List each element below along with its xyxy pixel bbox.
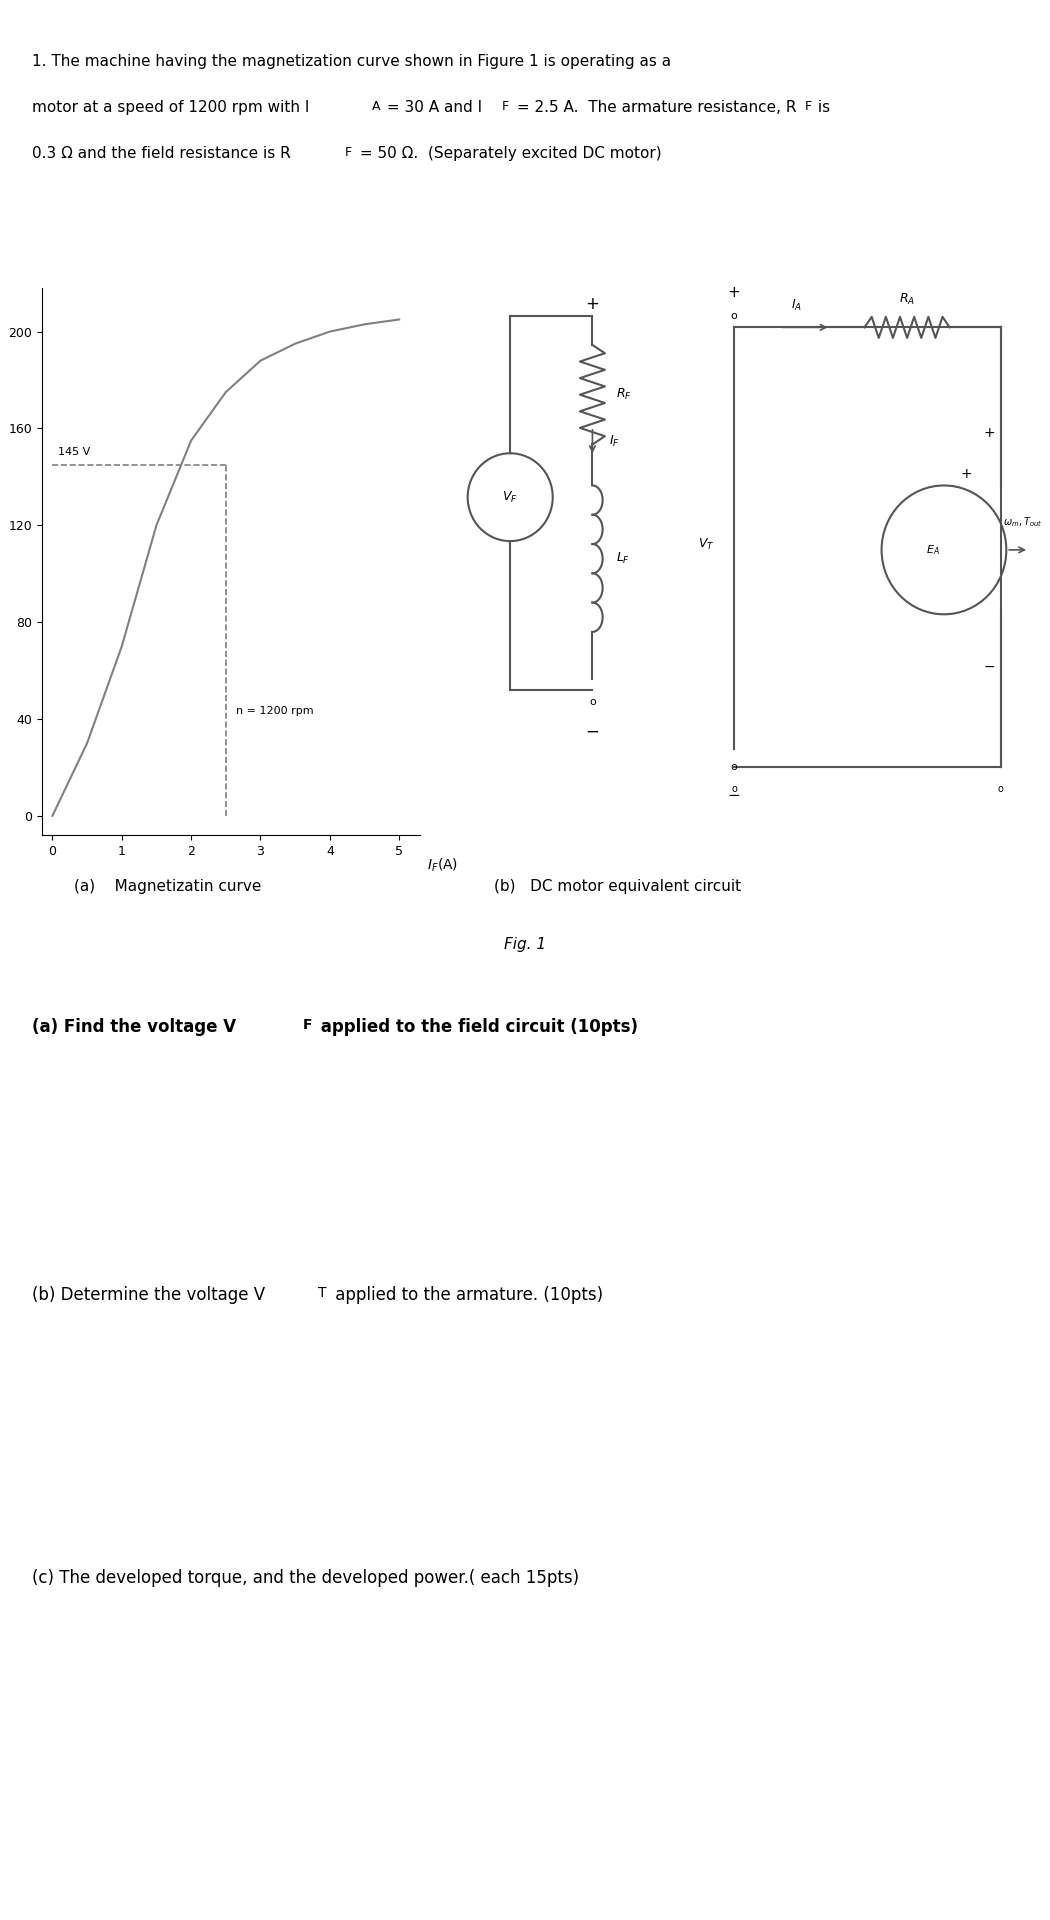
Text: n = 1200 rpm: n = 1200 rpm: [236, 707, 314, 716]
Text: 145 V: 145 V: [58, 447, 90, 457]
Text: o: o: [731, 762, 737, 772]
Text: o: o: [589, 697, 595, 707]
Text: (c) The developed torque, and the developed power.( each 15pts): (c) The developed torque, and the develo…: [32, 1569, 579, 1586]
Text: Fig. 1: Fig. 1: [504, 937, 546, 952]
Text: $I_F$: $I_F$: [609, 434, 621, 449]
Text: motor at a speed of 1200 rpm with I: motor at a speed of 1200 rpm with I: [32, 100, 309, 115]
Text: 1. The machine having the magnetization curve shown in Figure 1 is operating as : 1. The machine having the magnetization …: [32, 54, 671, 69]
Text: $I_A$: $I_A$: [791, 298, 802, 313]
Text: (b)   DC motor equivalent circuit: (b) DC motor equivalent circuit: [494, 879, 740, 895]
Text: −: −: [984, 660, 995, 674]
Text: +: +: [984, 426, 995, 440]
Text: (a) Find the voltage V: (a) Find the voltage V: [32, 1018, 235, 1035]
Text: (a)    Magnetizatin curve: (a) Magnetizatin curve: [74, 879, 260, 895]
Text: +: +: [961, 467, 972, 480]
Text: o: o: [731, 311, 737, 321]
Text: applied to the armature. (10pts): applied to the armature. (10pts): [330, 1286, 603, 1304]
Text: −: −: [586, 722, 600, 741]
Text: $V_T$: $V_T$: [697, 536, 714, 551]
Text: = 2.5 A.  The armature resistance, R: = 2.5 A. The armature resistance, R: [512, 100, 797, 115]
Text: A: A: [372, 100, 380, 113]
Text: $R_A$: $R_A$: [899, 292, 916, 307]
Text: o: o: [998, 783, 1004, 795]
Text: $L_F$: $L_F$: [616, 551, 630, 566]
Text: F: F: [804, 100, 812, 113]
Text: = 30 A and I: = 30 A and I: [382, 100, 482, 115]
Text: $E_A$: $E_A$: [926, 543, 940, 557]
Text: = 50 Ω.  (Separately excited DC motor): = 50 Ω. (Separately excited DC motor): [355, 146, 662, 161]
Text: F: F: [344, 146, 352, 159]
Text: +: +: [728, 284, 740, 300]
Text: $\omega_m, T_{out}$: $\omega_m, T_{out}$: [1004, 516, 1043, 530]
Text: F: F: [502, 100, 509, 113]
Text: 0.3 Ω and the field resistance is R: 0.3 Ω and the field resistance is R: [32, 146, 290, 161]
X-axis label: $I_F$(A): $I_F$(A): [427, 856, 458, 874]
Text: +: +: [586, 296, 600, 313]
Text: is: is: [813, 100, 830, 115]
Text: o: o: [731, 783, 737, 795]
Text: applied to the field circuit (10pts): applied to the field circuit (10pts): [315, 1018, 638, 1035]
Text: −: −: [728, 789, 740, 803]
Text: F: F: [302, 1018, 312, 1031]
Text: $V_F$: $V_F$: [502, 490, 518, 505]
Text: T: T: [318, 1286, 327, 1300]
Text: $R_F$: $R_F$: [616, 388, 632, 403]
Text: (b) Determine the voltage V: (b) Determine the voltage V: [32, 1286, 265, 1304]
